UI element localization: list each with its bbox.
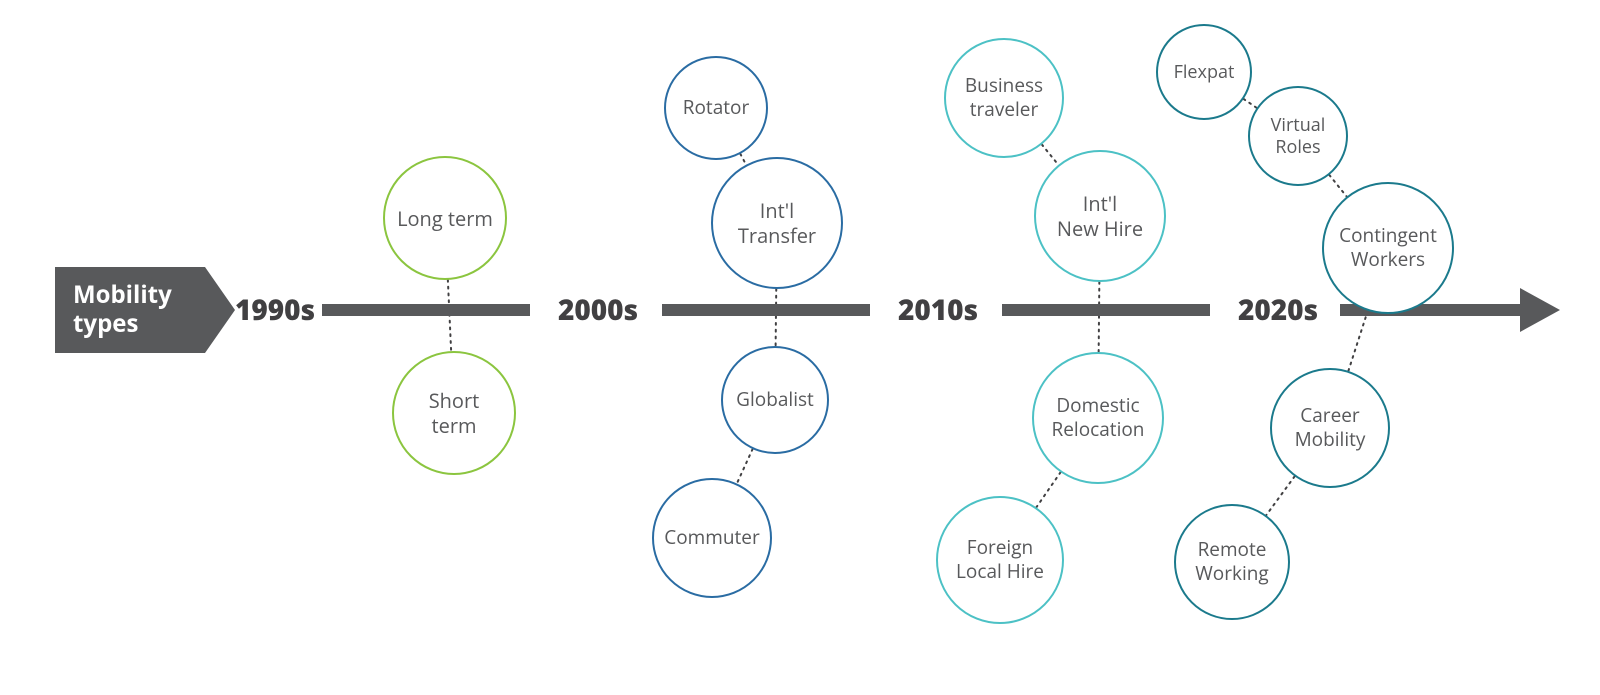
bubble-career-mob: Career Mobility [1270,368,1390,488]
bubble-intl-new-hire: Int'l New Hire [1034,150,1166,282]
bubble-long-term: Long term [383,156,507,280]
decade-label: 2000s [558,291,638,329]
timeline-diagram: Mobility types 1990s 2000s 2010s 2020s Long … [0,0,1600,695]
decade-label: 1990s [235,291,315,329]
bubble-intl-transfer: Int'l Transfer [711,157,843,289]
title-badge-text: Mobility types [73,281,172,339]
bubble-commuter: Commuter [652,478,772,598]
timeline-axis-segment [662,304,870,316]
bubble-contingent: Contingent Workers [1322,182,1454,314]
connector [1329,175,1346,197]
timeline-axis-segment [322,304,530,316]
bubble-flexpat: Flexpat [1156,24,1252,120]
timeline-axis-arrow [1520,288,1560,332]
bubble-biz-traveler: Business traveler [944,38,1064,158]
title-badge: Mobility types [55,267,205,353]
bubble-dom-reloc: Domestic Relocation [1032,352,1164,484]
bubble-globalist: Globalist [721,346,829,454]
connector [737,449,753,483]
connector [740,154,746,165]
bubble-virtual: Virtual Roles [1248,86,1348,186]
bubble-remote: Remote Working [1174,504,1290,620]
connector [1348,311,1367,371]
connector [1266,476,1294,515]
title-badge-arrow [205,267,235,353]
bubble-foreign-local: Foreign Local Hire [936,496,1064,624]
connector [776,289,777,346]
decade-label: 2010s [898,291,978,329]
bubble-rotator: Rotator [664,56,768,160]
timeline-axis-segment [1002,304,1210,316]
connector [1042,145,1058,165]
connector [1036,472,1060,507]
connector [1099,282,1100,352]
decade-label: 2020s [1238,291,1318,329]
connector [1244,99,1257,108]
connector-layer [0,0,1600,695]
bubble-short-term: Short term [392,351,516,475]
